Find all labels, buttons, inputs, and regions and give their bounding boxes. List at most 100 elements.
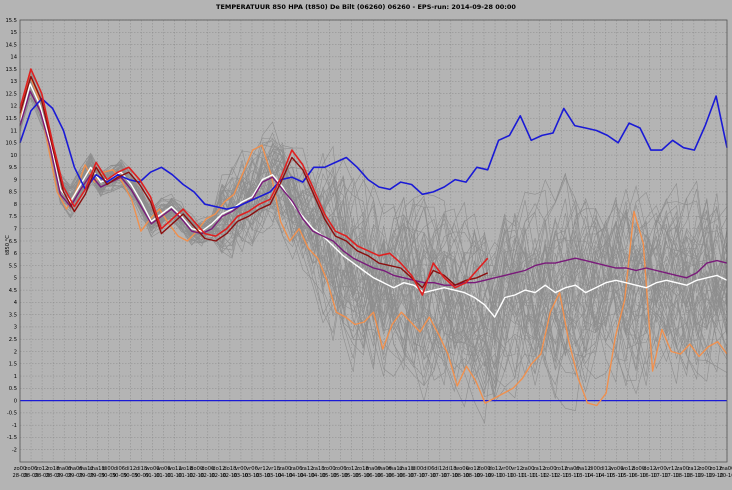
- x-tick-label-bottom: 18-10: [686, 473, 701, 479]
- y-tick-label: 14: [10, 55, 17, 61]
- x-tick-label-top: di00: [412, 466, 423, 472]
- x-tick-label-top: ma12: [576, 466, 591, 472]
- ensemble-member-line: [19, 94, 728, 425]
- y-tick-label: 8: [14, 202, 17, 208]
- x-tick-label-bottom: 11-10: [532, 473, 547, 479]
- x-tick-label-bottom: 17-10: [664, 473, 679, 479]
- x-tick-label-bottom: 03-10: [255, 473, 270, 479]
- x-tick-label-bottom: 02-10: [200, 473, 215, 479]
- series-ensemble-median: [19, 90, 728, 286]
- x-tick-label-bottom: 08-10: [465, 473, 480, 479]
- x-tick-label-bottom: 28-09: [46, 473, 61, 479]
- x-tick-label-bottom: 05-10: [333, 473, 348, 479]
- y-axis-label: t850 °C: [5, 235, 11, 255]
- x-tick-label-bottom: 10-10: [510, 473, 525, 479]
- x-tick-label-bottom: 13-10: [576, 473, 591, 479]
- x-tick-label-top: za12: [301, 466, 314, 472]
- x-tick-label-bottom: 28-09: [35, 473, 50, 479]
- x-tick-label-bottom: 07-10: [410, 473, 425, 479]
- x-tick-label-bottom: 06-10: [388, 473, 403, 479]
- x-tick-label-top: di12: [600, 466, 611, 472]
- ensemble-member-line: [19, 78, 728, 401]
- x-tick-label-bottom: 03-10: [233, 473, 248, 479]
- y-tick-label: 8.5: [9, 190, 17, 196]
- x-tick-label-bottom: 07-10: [421, 473, 436, 479]
- ensemble-member-line: [19, 75, 728, 376]
- x-tick-label-top: wo12: [168, 466, 182, 472]
- highlighted-series: [19, 68, 728, 407]
- y-tick-label: -1: [12, 423, 17, 429]
- x-tick-label-bottom: 19-10: [697, 473, 712, 479]
- x-tick-label-top: ma06: [68, 466, 83, 472]
- y-tick-label: 15: [10, 30, 17, 36]
- x-tick-label-top: zo18: [356, 466, 369, 472]
- ensemble-member-line: [19, 87, 728, 350]
- x-tick-label-bottom: 04-10: [311, 473, 326, 479]
- x-tick-label-bottom: 04-10: [278, 473, 293, 479]
- x-tick-label-bottom: 15-10: [620, 473, 635, 479]
- x-tick-label-top: ma12: [388, 466, 403, 472]
- x-tick-label-bottom: 06-10: [377, 473, 392, 479]
- x-tick-label-bottom: 02-10: [222, 473, 237, 479]
- x-tick-label-bottom: 06-10: [366, 473, 381, 479]
- x-tick-label-top: do00: [632, 466, 645, 472]
- x-tick-label-bottom: 30-09: [134, 473, 149, 479]
- y-tick-label: 9: [14, 177, 17, 183]
- y-tick-label: -0.5: [7, 411, 17, 417]
- x-tick-label-top: zo00: [544, 466, 557, 472]
- x-tick-label-top: wo00: [455, 466, 469, 472]
- x-tick-label-top: do12: [488, 466, 501, 472]
- x-tick-label-bottom: 02-10: [189, 473, 204, 479]
- x-tick-label-bottom: 11-10: [521, 473, 536, 479]
- x-tick-label-bottom: 16-10: [631, 473, 646, 479]
- y-tick-label: 6.5: [9, 239, 17, 245]
- x-tick-label-top: ma00: [565, 466, 580, 472]
- x-tick-label-top: za00: [279, 466, 292, 472]
- series-member-highlight: [19, 73, 728, 407]
- x-tick-label-bottom: 17-10: [653, 473, 668, 479]
- y-tick-label: 1: [14, 374, 17, 380]
- x-tick-label-top: do12: [643, 466, 656, 472]
- x-tick-label-top: za12: [688, 466, 701, 472]
- x-tick-label-bottom: 07-10: [443, 473, 458, 479]
- x-tick-label-top: ma00: [720, 466, 732, 472]
- x-tick-label-bottom: 01-10: [156, 473, 171, 479]
- x-tick-label-top: wo06: [157, 466, 171, 472]
- x-tick-label-bottom: 07-10: [432, 473, 447, 479]
- series-control: [19, 68, 489, 296]
- x-tick-label-top: do18: [223, 466, 236, 472]
- y-tick-label: 7: [14, 227, 17, 233]
- x-tick-label-top: ma18: [399, 466, 414, 472]
- x-tick-label-bottom: 29-09: [57, 473, 72, 479]
- x-tick-label-bottom: 28-09: [12, 473, 27, 479]
- y-tick-label: 6: [14, 251, 17, 257]
- x-tick-label-bottom: 03-10: [244, 473, 259, 479]
- series-ensemble-mean: [19, 83, 728, 318]
- x-tick-label-top: za06: [290, 466, 303, 472]
- x-tick-label-top: vr06: [246, 466, 258, 472]
- x-tick-label-top: zo18: [47, 466, 60, 472]
- x-tick-label-bottom: 13-10: [565, 473, 580, 479]
- x-tick-label-top: vr00: [655, 466, 667, 472]
- y-tick-label: 5.5: [9, 263, 17, 269]
- y-tick-label: 0.5: [9, 386, 17, 392]
- x-tick-label-bottom: 03-10: [267, 473, 282, 479]
- y-tick-label: 2.5: [9, 337, 17, 343]
- y-tick-label: 10.5: [5, 141, 17, 147]
- x-tick-label-top: zo00: [699, 466, 712, 472]
- x-tick-label-bottom: 15-10: [609, 473, 624, 479]
- x-tick-label-top: za00: [677, 466, 690, 472]
- x-tick-label-top: ma06: [377, 466, 392, 472]
- x-tick-label-bottom: 12-10: [554, 473, 569, 479]
- plot-frame: [19, 19, 728, 463]
- x-tick-label-bottom: 05-10: [322, 473, 337, 479]
- x-tick-label-top: vr12: [666, 466, 678, 472]
- x-tick-label-bottom: 16-10: [642, 473, 657, 479]
- x-tick-label-top: di12: [434, 466, 445, 472]
- x-tick-label-bottom: 14-10: [598, 473, 613, 479]
- x-tick-label-bottom: 08-10: [454, 473, 469, 479]
- y-tick-label: -1.5: [7, 435, 17, 441]
- ensemble-member-line: [19, 83, 728, 366]
